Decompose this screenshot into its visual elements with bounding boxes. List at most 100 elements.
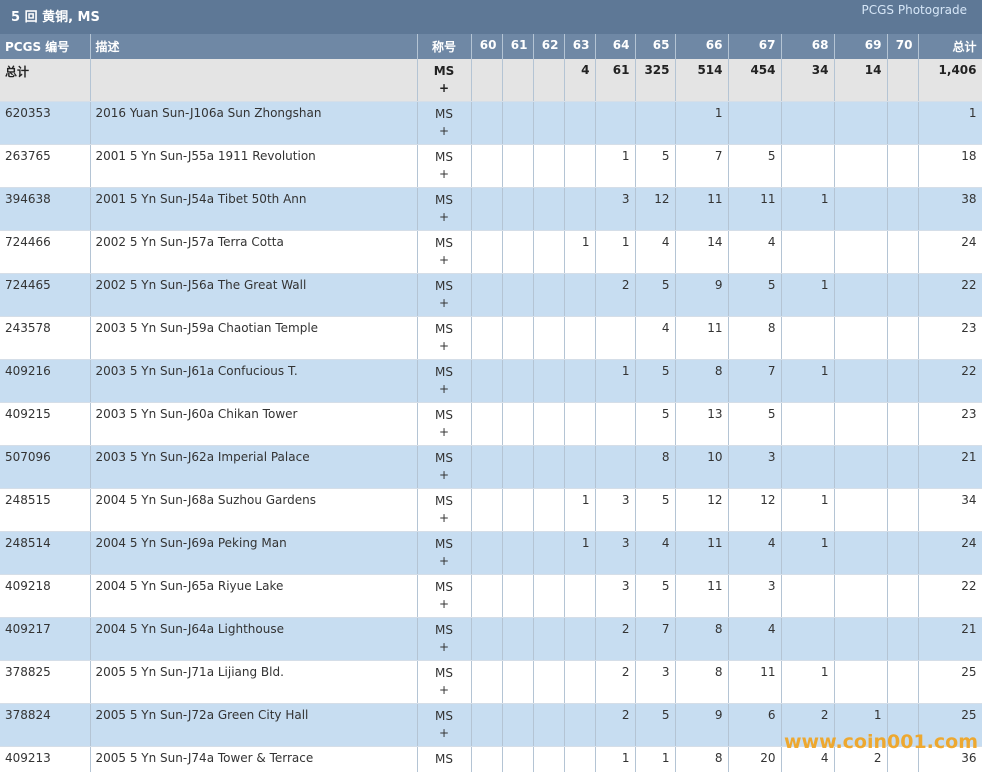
- grade-count: 5: [635, 359, 676, 403]
- grade-count: [887, 59, 919, 102]
- grade-count: [834, 230, 888, 274]
- grade-count: 11: [675, 316, 729, 360]
- grade-count: 1: [635, 746, 676, 772]
- grade-count: [781, 617, 835, 661]
- grade-count: 514: [675, 59, 729, 102]
- designation-part: MS: [435, 279, 453, 293]
- designation: MS +: [417, 187, 472, 231]
- description: 2003 5 Yn Sun-J60a Chikan Tower: [90, 402, 418, 446]
- grade-count: [533, 144, 565, 188]
- grade-count: 3: [595, 574, 636, 618]
- grade-count: [502, 101, 534, 145]
- designation-part: MS: [435, 150, 453, 164]
- column-header: 65: [635, 34, 676, 59]
- grade-count: 14: [675, 230, 729, 274]
- grade-count: 4: [564, 59, 596, 102]
- grade-count: [502, 230, 534, 274]
- designation-part: MS: [435, 322, 453, 336]
- row-total: 38: [918, 187, 982, 231]
- grade-count: [834, 187, 888, 231]
- grade-count: 11: [728, 187, 782, 231]
- pcgs-number: 243578: [0, 316, 91, 360]
- grade-count: [887, 445, 919, 489]
- table-row: 248514 2004 5 Yn Sun-J69a Peking Man MS +1 3…: [0, 531, 982, 575]
- grade-count: [834, 101, 888, 145]
- column-header: 61: [502, 34, 534, 59]
- grade-count: [502, 574, 534, 618]
- grade-count: 5: [635, 488, 676, 532]
- photograde-link[interactable]: PCGS Photograde: [861, 3, 967, 17]
- grade-count: [533, 488, 565, 532]
- grade-count: [533, 617, 565, 661]
- row-total: 25: [918, 703, 982, 747]
- grade-count: [834, 488, 888, 532]
- grade-count: [595, 445, 636, 489]
- grade-count: [834, 144, 888, 188]
- grade-count: 2: [595, 273, 636, 317]
- grade-count: [533, 59, 565, 102]
- grade-count: [595, 316, 636, 360]
- grade-count: [635, 101, 676, 145]
- grade-count: [502, 402, 534, 446]
- description: 2003 5 Yn Sun-J61a Confucious T.: [90, 359, 418, 403]
- grade-count: [471, 445, 503, 489]
- grade-count: 5: [728, 144, 782, 188]
- grade-count: 4: [728, 531, 782, 575]
- description: 2001 5 Yn Sun-J54a Tibet 50th Ann: [90, 187, 418, 231]
- designation-part: MS: [435, 365, 453, 379]
- population-table: PCGS 编号 描述 称号 60 61 62 63 64 65 66 67 68 69 70 总计 总计 MS…: [0, 34, 982, 772]
- grade-count: 7: [635, 617, 676, 661]
- designation-part: +: [438, 597, 450, 611]
- grade-count: 5: [635, 273, 676, 317]
- grade-count: [887, 746, 919, 772]
- grade-count: 2: [595, 660, 636, 704]
- grade-count: [502, 703, 534, 747]
- grade-count: [887, 101, 919, 145]
- row-total: 34: [918, 488, 982, 532]
- grade-count: 1: [564, 230, 596, 274]
- row-total: 22: [918, 574, 982, 618]
- designation-part: +: [438, 339, 450, 353]
- pcgs-number: 263765: [0, 144, 91, 188]
- row-total: 22: [918, 273, 982, 317]
- pcgs-number: 409216: [0, 359, 91, 403]
- grade-count: [502, 445, 534, 489]
- grade-count: [887, 144, 919, 188]
- grade-count: 11: [675, 574, 729, 618]
- grade-count: 3: [635, 660, 676, 704]
- grade-count: 1: [595, 230, 636, 274]
- grade-count: 4: [635, 230, 676, 274]
- table-row: 620353 2016 Yuan Sun-J106a Sun Zhongshan M…: [0, 101, 982, 145]
- designation: MS +: [417, 59, 472, 102]
- grade-count: 5: [728, 402, 782, 446]
- grade-count: 1: [781, 531, 835, 575]
- grade-count: [887, 703, 919, 747]
- grade-count: [533, 574, 565, 618]
- grade-count: [887, 574, 919, 618]
- grade-count: 2: [834, 746, 888, 772]
- grade-count: 8: [728, 316, 782, 360]
- grade-count: [471, 359, 503, 403]
- designation-part: MS: [435, 537, 453, 551]
- grade-count: 12: [635, 187, 676, 231]
- grade-count: [781, 402, 835, 446]
- column-header: 66: [675, 34, 729, 59]
- row-total: 24: [918, 230, 982, 274]
- grade-count: [533, 703, 565, 747]
- description: 2004 5 Yn Sun-J65a Riyue Lake: [90, 574, 418, 618]
- grade-count: [834, 617, 888, 661]
- column-header: 63: [564, 34, 596, 59]
- grade-count: [564, 445, 596, 489]
- grade-count: 1: [564, 488, 596, 532]
- grade-count: [471, 703, 503, 747]
- pcgs-number: 248515: [0, 488, 91, 532]
- pcgs-number: 378824: [0, 703, 91, 747]
- grade-count: [471, 273, 503, 317]
- grade-count: 3: [728, 445, 782, 489]
- description: 2005 5 Yn Sun-J74a Tower & Terrace: [90, 746, 418, 772]
- designation-part: MS: [435, 451, 453, 465]
- description: 2004 5 Yn Sun-J64a Lighthouse: [90, 617, 418, 661]
- pcgs-number: 620353: [0, 101, 91, 145]
- designation-part: +: [438, 554, 450, 568]
